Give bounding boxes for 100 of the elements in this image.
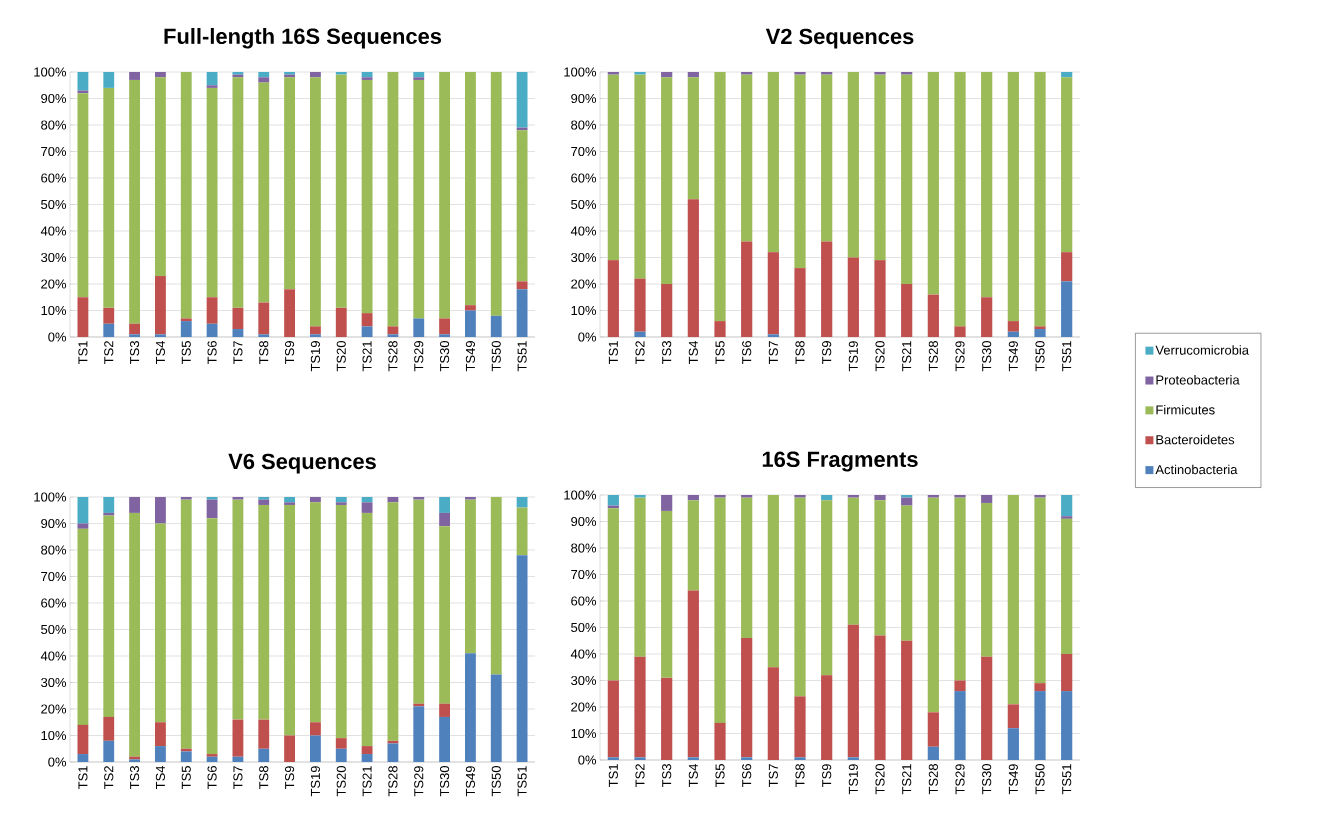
bar xyxy=(794,74,806,269)
bar xyxy=(77,497,89,524)
bar xyxy=(607,71,619,75)
bar xyxy=(258,302,270,335)
x-tick-label: TS1 xyxy=(78,341,88,364)
y-tick-label: 0% xyxy=(578,332,597,342)
bar xyxy=(767,667,779,760)
bar xyxy=(284,77,296,290)
bar xyxy=(335,71,347,75)
bar xyxy=(154,71,166,78)
bar xyxy=(714,497,726,723)
x-tick-label: TS2 xyxy=(635,764,645,787)
bar xyxy=(490,674,502,762)
x-tick-label: TS30 xyxy=(982,341,992,372)
bar xyxy=(206,497,218,500)
x-tick-label: TS21 xyxy=(902,341,912,372)
bar xyxy=(821,241,833,337)
bar xyxy=(439,703,451,717)
bar xyxy=(874,260,886,337)
bar xyxy=(794,268,806,337)
bar xyxy=(310,77,321,327)
bar xyxy=(954,71,966,327)
bar xyxy=(335,502,347,505)
bar xyxy=(387,497,399,503)
x-tick-label: TS21 xyxy=(902,764,912,795)
x-tick-label: TS9 xyxy=(285,341,295,364)
bar xyxy=(607,260,619,337)
bar xyxy=(767,495,779,668)
bar xyxy=(1061,71,1073,78)
bar xyxy=(1061,516,1073,519)
bar xyxy=(439,512,451,527)
chart-title: Full-length 16S Sequences xyxy=(164,27,442,49)
bar xyxy=(794,696,806,758)
x-tick-label: TS1 xyxy=(78,766,88,789)
legend-label: Firmicutes xyxy=(1156,404,1215,415)
bar xyxy=(361,77,373,80)
bar xyxy=(1007,321,1019,332)
bar xyxy=(1061,281,1073,337)
x-tick-label: TS20 xyxy=(336,341,346,372)
bar xyxy=(232,756,244,762)
bar xyxy=(180,497,192,500)
bar xyxy=(335,738,347,749)
bar xyxy=(927,71,939,295)
x-tick-label: TS28 xyxy=(928,764,938,795)
x-tick-label: TS50 xyxy=(1035,764,1045,795)
x-tick-label: TS8 xyxy=(795,341,805,364)
bar xyxy=(954,691,966,760)
x-tick-label: TS19 xyxy=(310,766,320,797)
bar xyxy=(129,497,141,513)
bar xyxy=(206,87,218,298)
bar xyxy=(954,326,966,337)
bar xyxy=(687,77,699,200)
bar xyxy=(741,241,753,337)
bar xyxy=(741,497,753,639)
x-tick-label: TS50 xyxy=(491,341,501,372)
bar xyxy=(387,326,399,335)
bar xyxy=(927,712,939,747)
bar xyxy=(413,79,425,319)
y-tick-label: 70% xyxy=(41,571,67,582)
bar xyxy=(103,497,115,513)
bar xyxy=(607,680,619,758)
bar xyxy=(901,505,913,641)
bar xyxy=(310,502,321,723)
bar xyxy=(794,71,806,75)
bar xyxy=(232,307,244,330)
bar xyxy=(741,757,753,760)
bar xyxy=(901,495,913,498)
bar xyxy=(1061,654,1073,692)
bar xyxy=(634,656,646,758)
bar xyxy=(741,74,753,242)
y-tick-label: 20% xyxy=(41,704,67,714)
bar xyxy=(634,331,646,337)
x-tick-label: TS2 xyxy=(635,341,645,364)
bar xyxy=(77,71,89,91)
x-tick-label: TS6 xyxy=(742,764,752,787)
bar xyxy=(490,497,502,675)
bar xyxy=(129,334,141,337)
bar xyxy=(439,71,451,319)
bar xyxy=(129,71,141,80)
bar xyxy=(516,507,528,556)
bar xyxy=(413,497,425,500)
bar xyxy=(310,722,321,736)
bar xyxy=(1061,691,1073,760)
bar xyxy=(361,313,373,327)
bar xyxy=(1034,495,1046,498)
bar xyxy=(465,71,476,306)
bar xyxy=(335,504,347,739)
x-tick-label: TS7 xyxy=(233,341,243,364)
x-tick-label: TS49 xyxy=(465,766,476,797)
bar xyxy=(714,722,726,760)
bar xyxy=(387,743,399,762)
x-tick-label: TS50 xyxy=(1035,341,1045,372)
bar xyxy=(516,289,528,337)
bar xyxy=(465,499,476,654)
bar xyxy=(206,754,218,757)
bar xyxy=(490,71,502,316)
x-tick-label: TS20 xyxy=(336,766,346,797)
bar xyxy=(954,680,966,692)
bar xyxy=(1061,252,1073,282)
bar xyxy=(361,512,373,747)
